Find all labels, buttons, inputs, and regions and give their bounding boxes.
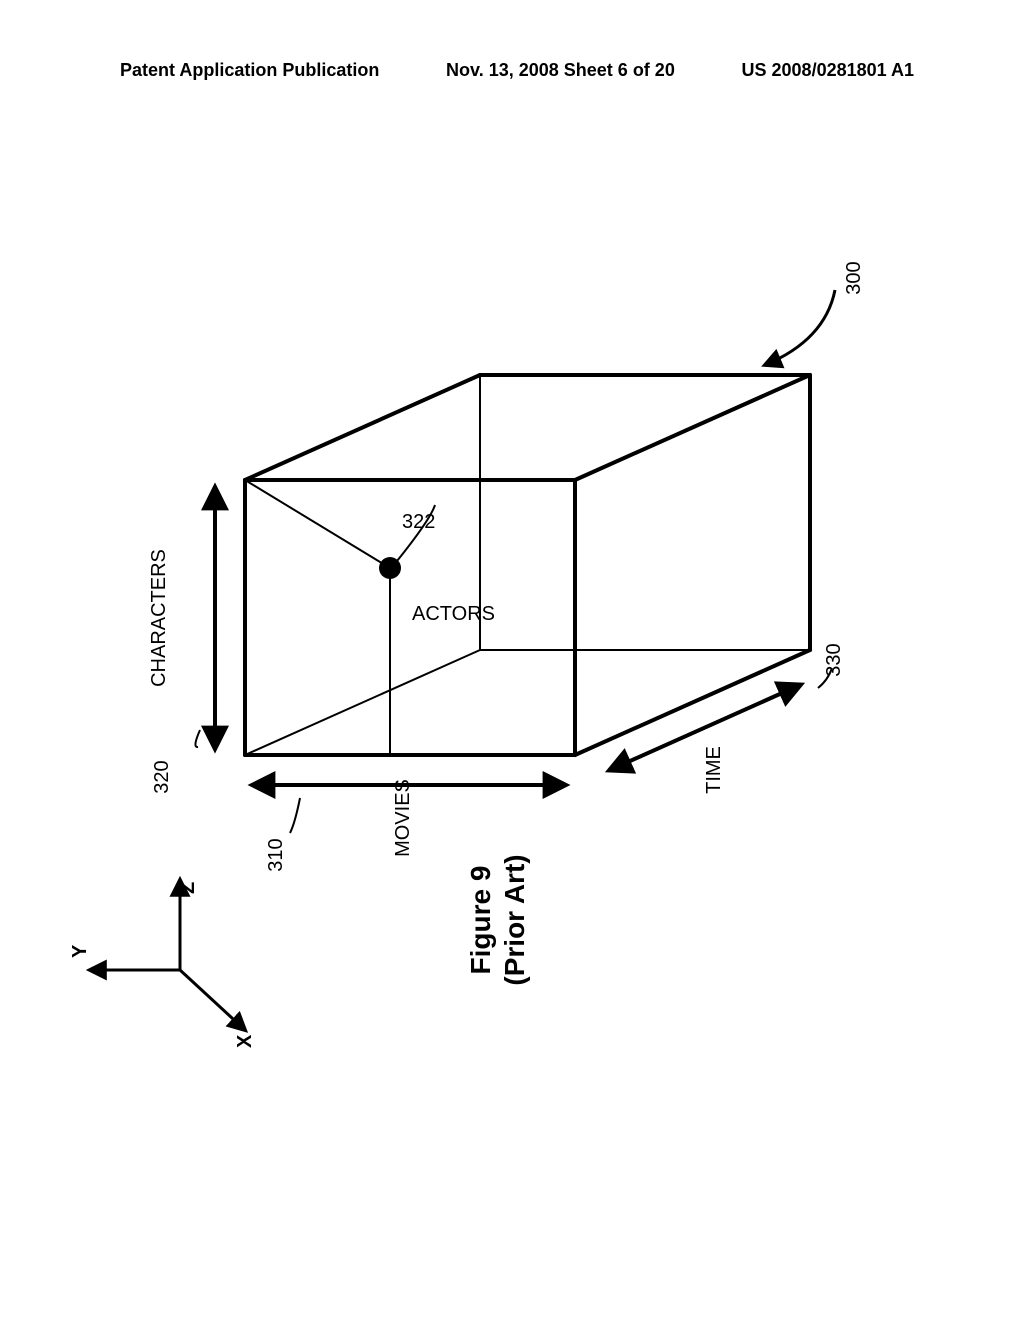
figure-diagram: 322 ACTORS CHARACTERS 320 MOVIES TIME 310 330 30…: [100, 200, 920, 1100]
svg-text:300: 300: [843, 261, 865, 294]
svg-text:Figure 9: Figure 9: [465, 866, 496, 975]
svg-text:MOVIES: MOVIES: [392, 779, 414, 857]
svg-text:TIME: TIME: [703, 746, 725, 794]
svg-text:X: X: [234, 1034, 256, 1048]
cube-svg: 322 ACTORS CHARACTERS 320 MOVIES TIME 310 330 30…: [100, 200, 920, 1160]
svg-text:Y: Y: [69, 944, 91, 958]
svg-text:330: 330: [823, 643, 845, 676]
svg-text:310: 310: [265, 838, 287, 871]
header-right: US 2008/0281801 A1: [742, 60, 914, 81]
svg-text:322: 322: [402, 511, 435, 533]
svg-text:320: 320: [151, 760, 173, 793]
header-left: Patent Application Publication: [120, 60, 379, 81]
svg-text:(Prior Art): (Prior Art): [499, 854, 530, 985]
svg-text:ACTORS: ACTORS: [412, 603, 495, 625]
page-header: Patent Application Publication Nov. 13, …: [0, 60, 1024, 81]
header-center: Nov. 13, 2008 Sheet 6 of 20: [446, 60, 675, 81]
svg-text:Z: Z: [177, 882, 199, 894]
svg-text:CHARACTERS: CHARACTERS: [148, 549, 170, 687]
